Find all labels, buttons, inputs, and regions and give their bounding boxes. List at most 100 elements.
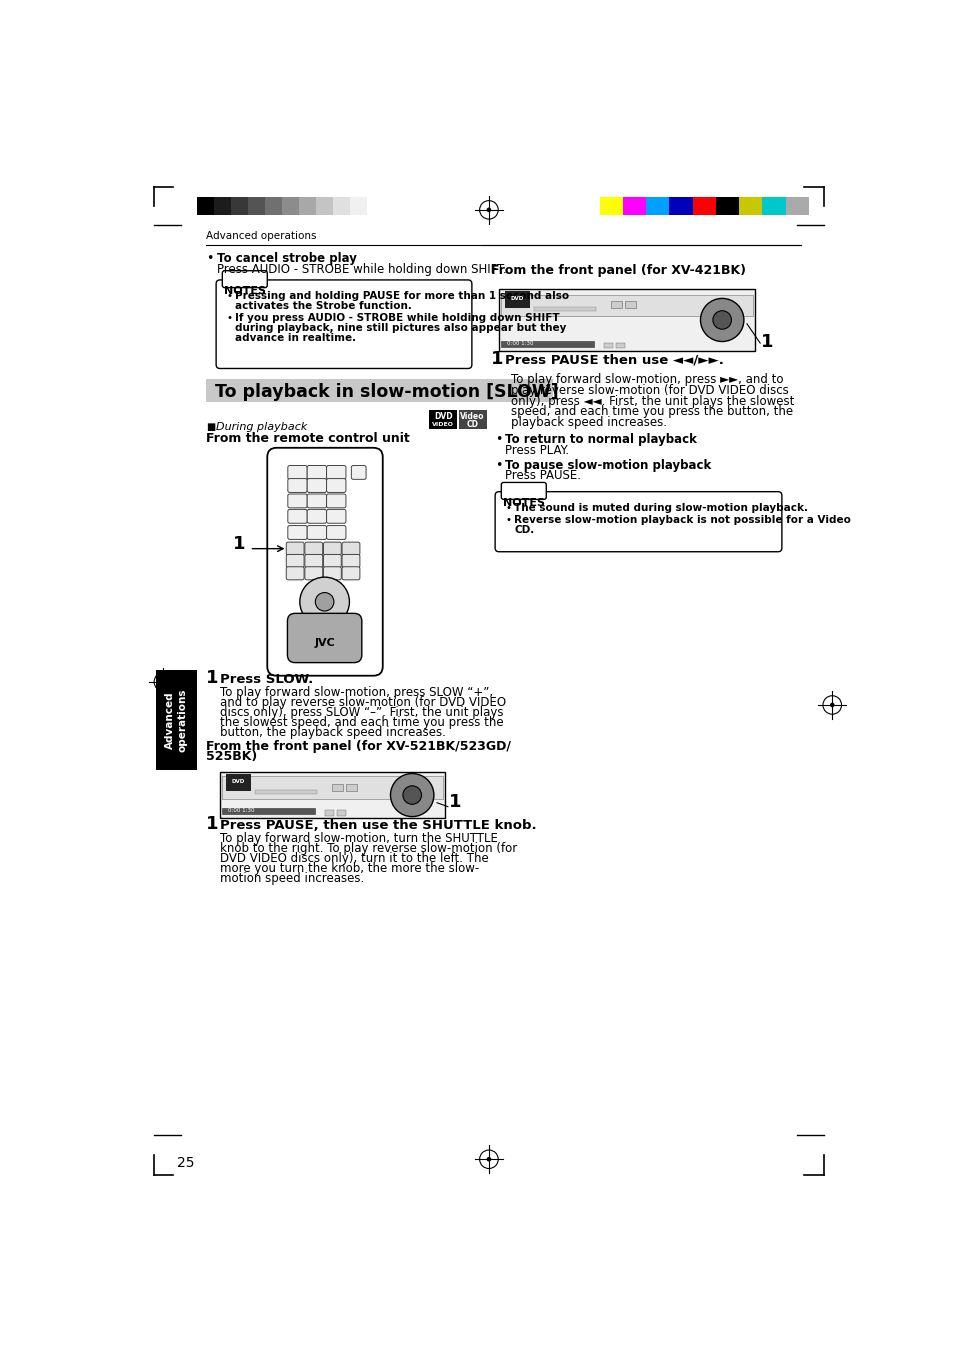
Text: From the remote control unit: From the remote control unit bbox=[206, 431, 410, 444]
FancyBboxPatch shape bbox=[342, 542, 359, 555]
Bar bbox=[213, 197, 231, 215]
Bar bbox=[254, 790, 316, 793]
Circle shape bbox=[829, 703, 834, 708]
Text: 1: 1 bbox=[491, 350, 503, 367]
Text: To return to normal playback: To return to normal playback bbox=[505, 434, 697, 446]
Bar bbox=[739, 197, 761, 215]
Text: DVD: DVD bbox=[232, 778, 245, 784]
Text: •: • bbox=[505, 515, 511, 526]
Text: If you press AUDIO - STROBE while holding down SHIFT: If you press AUDIO - STROBE while holdin… bbox=[235, 312, 559, 323]
Text: 525BK): 525BK) bbox=[206, 750, 257, 763]
FancyBboxPatch shape bbox=[307, 509, 326, 523]
Bar bbox=[505, 292, 530, 308]
Bar bbox=[298, 197, 315, 215]
Text: To cancel strobe play: To cancel strobe play bbox=[216, 253, 356, 265]
Bar bbox=[622, 197, 645, 215]
Text: DVD VIDEO discs only), turn it to the left. The: DVD VIDEO discs only), turn it to the le… bbox=[220, 852, 488, 865]
Bar bbox=[534, 307, 596, 311]
Bar bbox=[221, 808, 314, 815]
Text: and to play reverse slow-motion (for DVD VIDEO: and to play reverse slow-motion (for DVD… bbox=[220, 696, 506, 709]
Bar bbox=[761, 197, 785, 215]
Circle shape bbox=[299, 577, 349, 627]
Text: Press PAUSE.: Press PAUSE. bbox=[505, 469, 580, 482]
Text: playback speed increases.: playback speed increases. bbox=[510, 416, 666, 430]
Text: •: • bbox=[505, 503, 511, 513]
Bar bbox=[333, 197, 350, 215]
FancyBboxPatch shape bbox=[222, 270, 267, 288]
FancyBboxPatch shape bbox=[342, 554, 359, 567]
Text: the slowest speed, and each time you press the: the slowest speed, and each time you pre… bbox=[220, 716, 503, 728]
Text: Press PAUSE, then use the SHUTTLE knob.: Press PAUSE, then use the SHUTTLE knob. bbox=[220, 819, 536, 832]
Text: From the front panel (for XV-521BK/523GD/: From the front panel (for XV-521BK/523GD… bbox=[206, 739, 511, 753]
Text: DVD: DVD bbox=[434, 412, 452, 420]
Text: •: • bbox=[495, 458, 502, 471]
Bar bbox=[498, 289, 754, 351]
Bar bbox=[155, 670, 196, 770]
FancyBboxPatch shape bbox=[267, 447, 382, 676]
Text: Press PLAY.: Press PLAY. bbox=[505, 444, 569, 457]
FancyBboxPatch shape bbox=[351, 466, 366, 480]
Circle shape bbox=[486, 208, 491, 212]
Bar bbox=[367, 197, 384, 215]
Text: To play forward slow-motion, press SLOW “+”,: To play forward slow-motion, press SLOW … bbox=[220, 686, 493, 698]
Bar bbox=[248, 197, 265, 215]
Text: play reverse slow-motion (for DVD VIDEO discs: play reverse slow-motion (for DVD VIDEO … bbox=[510, 384, 787, 397]
Text: NOTES: NOTES bbox=[224, 286, 266, 296]
FancyBboxPatch shape bbox=[326, 494, 346, 508]
Text: JVC: JVC bbox=[314, 639, 335, 648]
Bar bbox=[350, 197, 367, 215]
Circle shape bbox=[390, 774, 434, 816]
Text: From the front panel (for XV-421BK): From the front panel (for XV-421BK) bbox=[491, 263, 745, 277]
FancyBboxPatch shape bbox=[286, 554, 304, 567]
FancyBboxPatch shape bbox=[342, 567, 359, 580]
Bar bbox=[669, 197, 692, 215]
FancyBboxPatch shape bbox=[216, 280, 472, 369]
FancyBboxPatch shape bbox=[326, 509, 346, 523]
Text: Press AUDIO - STROBE while holding down SHIFT.: Press AUDIO - STROBE while holding down … bbox=[216, 263, 506, 276]
Text: knob to the right. To play reverse slow-motion (for: knob to the right. To play reverse slow-… bbox=[220, 842, 517, 855]
Bar bbox=[332, 784, 343, 792]
FancyBboxPatch shape bbox=[323, 542, 341, 555]
Bar bbox=[315, 197, 333, 215]
Text: •: • bbox=[226, 292, 232, 301]
Text: Reverse slow-motion playback is not possible for a Video: Reverse slow-motion playback is not poss… bbox=[514, 515, 850, 526]
Bar bbox=[282, 197, 298, 215]
Text: VIDEO: VIDEO bbox=[432, 423, 454, 427]
Bar bbox=[624, 301, 636, 308]
FancyBboxPatch shape bbox=[326, 526, 346, 539]
Text: advance in realtime.: advance in realtime. bbox=[235, 332, 356, 343]
Text: DVD: DVD bbox=[511, 296, 524, 301]
Text: 1: 1 bbox=[760, 332, 773, 351]
Text: NOTES: NOTES bbox=[502, 499, 544, 508]
FancyBboxPatch shape bbox=[288, 478, 307, 493]
Text: 1: 1 bbox=[448, 793, 460, 811]
Text: The sound is muted during slow-motion playback.: The sound is muted during slow-motion pl… bbox=[514, 503, 807, 513]
Text: CD.: CD. bbox=[514, 526, 535, 535]
Text: •: • bbox=[226, 312, 232, 323]
Text: 0:00 1:30: 0:00 1:30 bbox=[506, 340, 533, 346]
Bar bbox=[231, 197, 248, 215]
Text: CD: CD bbox=[466, 420, 478, 430]
Bar bbox=[785, 197, 808, 215]
Text: 25: 25 bbox=[177, 1156, 194, 1170]
FancyBboxPatch shape bbox=[323, 554, 341, 567]
Text: during playback, nine still pictures also appear but they: during playback, nine still pictures als… bbox=[235, 323, 566, 332]
FancyBboxPatch shape bbox=[288, 466, 307, 480]
Bar bbox=[221, 775, 443, 798]
Circle shape bbox=[700, 299, 743, 342]
Text: To play forward slow-motion, turn the SHUTTLE: To play forward slow-motion, turn the SH… bbox=[220, 832, 497, 844]
Text: 1: 1 bbox=[206, 815, 218, 834]
Text: Pressing and holding PAUSE for more than 1 second also: Pressing and holding PAUSE for more than… bbox=[235, 292, 569, 301]
FancyBboxPatch shape bbox=[326, 466, 346, 480]
Text: motion speed increases.: motion speed increases. bbox=[220, 871, 364, 885]
Text: Press PAUSE then use ◄◄/►►.: Press PAUSE then use ◄◄/►►. bbox=[505, 354, 723, 367]
Text: •: • bbox=[206, 253, 213, 265]
FancyBboxPatch shape bbox=[288, 509, 307, 523]
Text: Advanced operations: Advanced operations bbox=[206, 231, 316, 242]
Bar bbox=[599, 197, 622, 215]
Circle shape bbox=[315, 593, 334, 611]
Text: To pause slow-motion playback: To pause slow-motion playback bbox=[505, 458, 711, 471]
Text: 1: 1 bbox=[206, 669, 218, 686]
FancyBboxPatch shape bbox=[307, 494, 326, 508]
Bar bbox=[645, 197, 669, 215]
